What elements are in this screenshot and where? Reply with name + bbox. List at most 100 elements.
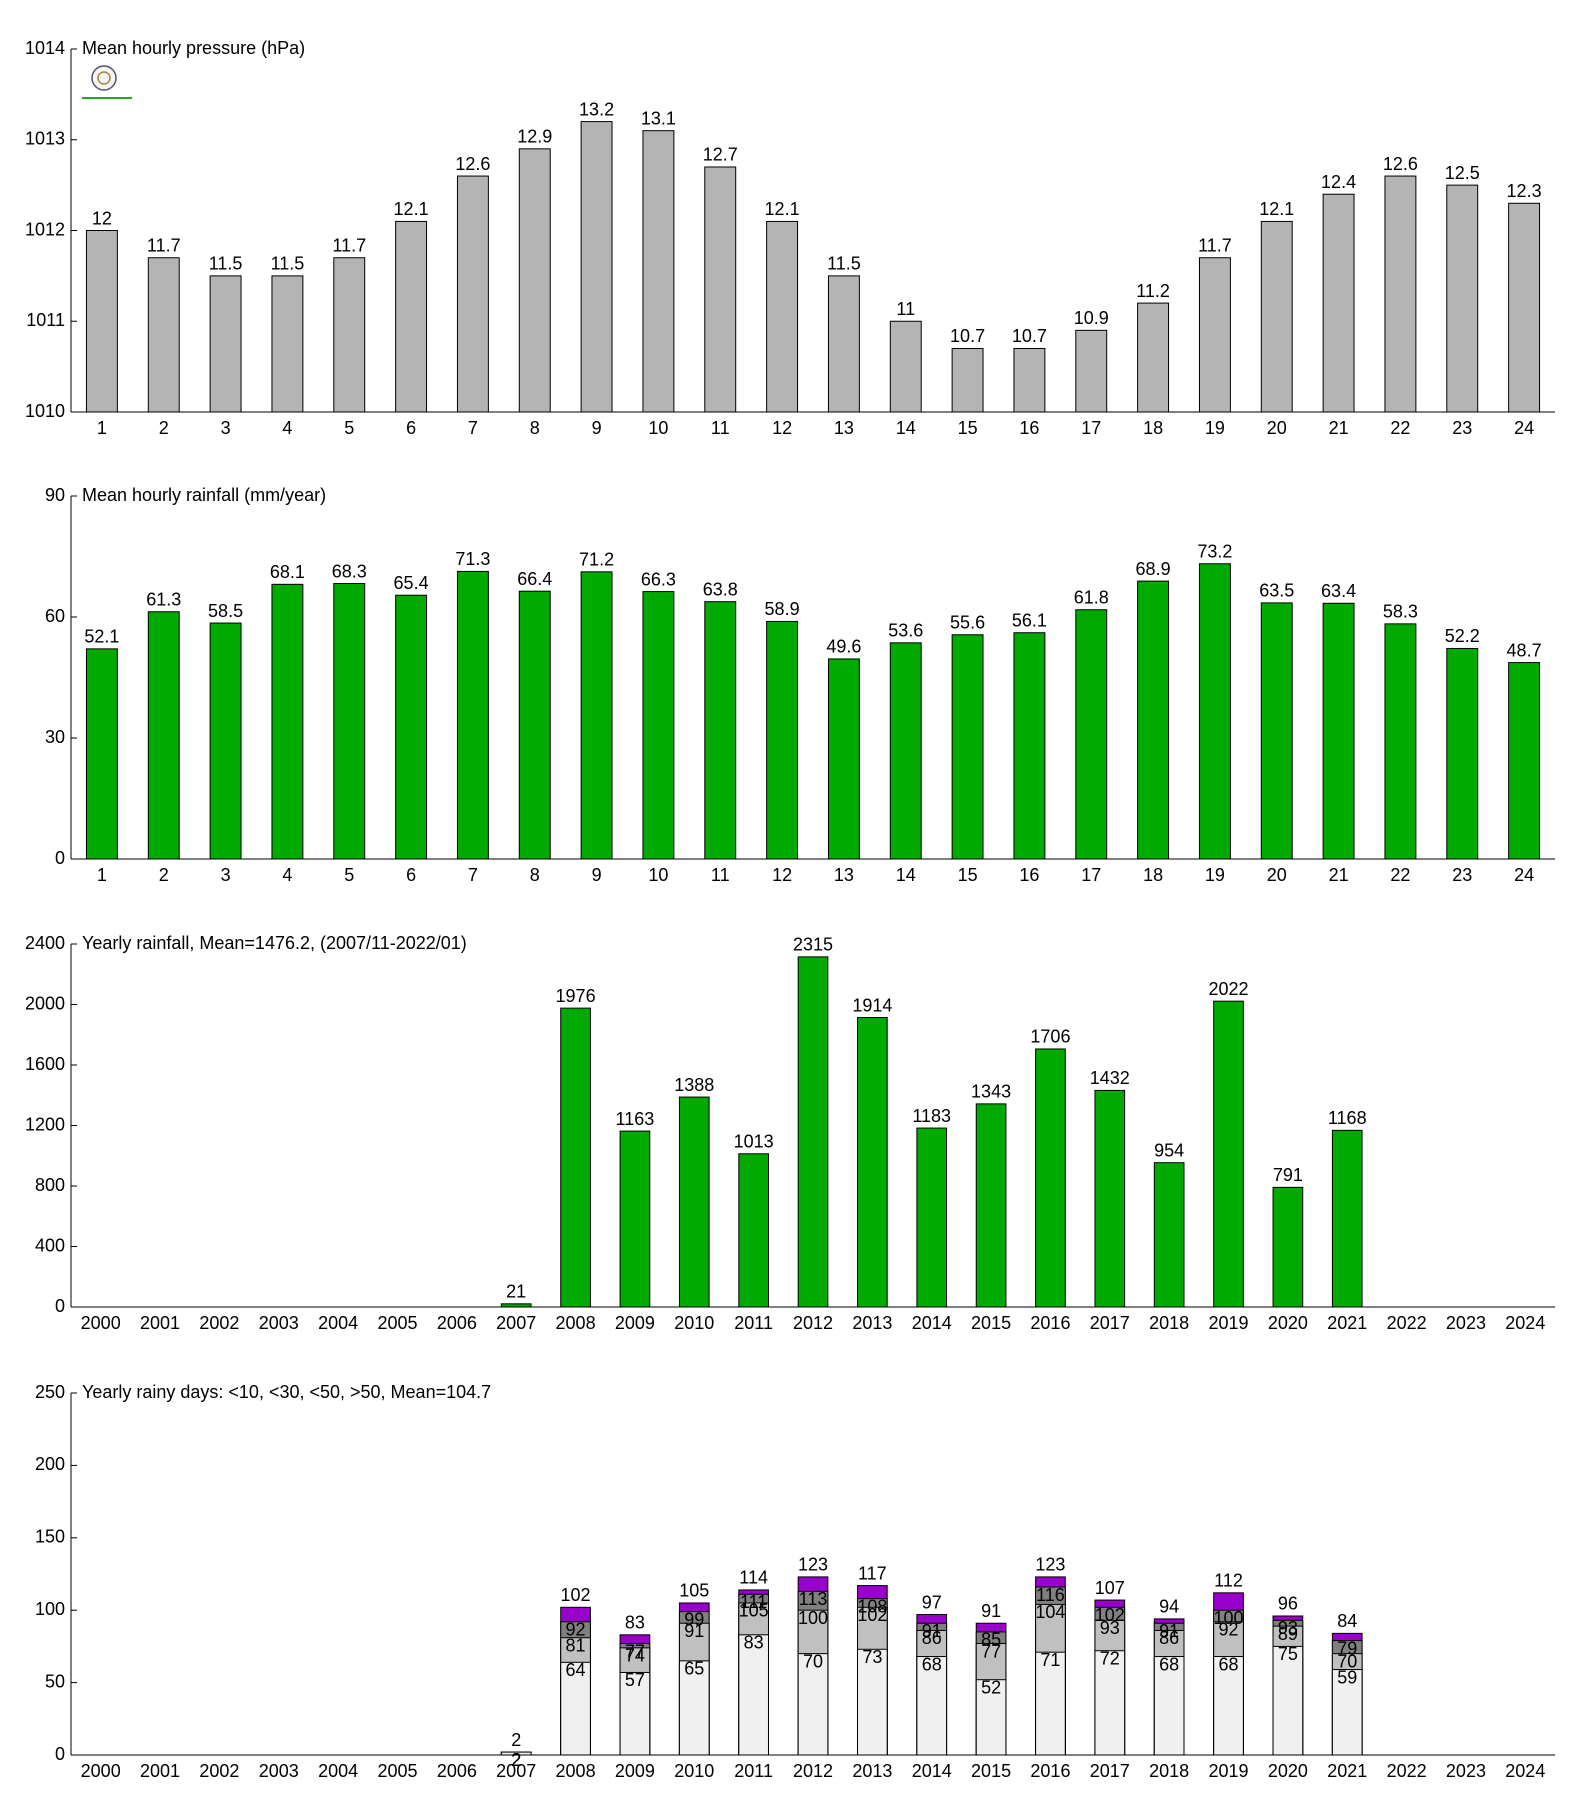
x-tick-label: 12 — [772, 418, 792, 438]
value-label: 1168 — [1328, 1108, 1367, 1128]
bar — [333, 257, 366, 413]
chart-title: Yearly rainfall, Mean=1476.2, (2007/11-2… — [82, 933, 467, 953]
segment-label: 93 — [1100, 1618, 1120, 1638]
logo-ring — [97, 71, 111, 85]
bar — [642, 130, 675, 413]
value-label: 12.5 — [1445, 163, 1480, 183]
x-tick-label: 2011 — [734, 1761, 773, 1781]
bar — [827, 275, 860, 413]
x-tick-label: 10 — [648, 865, 668, 885]
bar — [797, 1653, 829, 1756]
segment-label: 70 — [803, 1651, 823, 1671]
segment-label: 93 — [1278, 1618, 1298, 1638]
segment-label: 74 — [625, 1646, 645, 1666]
y-tick-label: 0 — [55, 1296, 65, 1316]
x-tick-label: 2013 — [852, 1761, 892, 1781]
x-tick-label: 2 — [159, 418, 169, 438]
value-label: 102 — [561, 1585, 591, 1605]
x-tick-label: 17 — [1081, 865, 1101, 885]
x-tick-label: 5 — [344, 865, 354, 885]
value-label: 11.5 — [271, 254, 305, 274]
x-tick-label: 8 — [530, 418, 540, 438]
bar — [975, 1679, 1007, 1756]
x-tick-label: 2011 — [734, 1313, 773, 1333]
y-tick-label: 400 — [35, 1235, 65, 1255]
value-label: 105 — [679, 1581, 709, 1601]
x-tick-label: 2019 — [1208, 1761, 1248, 1781]
bar — [889, 642, 922, 860]
x-tick-label: 2014 — [912, 1313, 952, 1333]
bar — [147, 257, 180, 413]
x-tick-label: 5 — [344, 418, 354, 438]
x-tick-label: 2009 — [615, 1313, 655, 1333]
segment-label: 64 — [566, 1660, 586, 1680]
x-tick-label: 2003 — [259, 1313, 299, 1333]
value-label: 2315 — [793, 935, 833, 955]
y-tick-label: 800 — [35, 1175, 65, 1195]
value-label: 1914 — [852, 995, 892, 1015]
value-label: 52.2 — [1445, 626, 1480, 646]
y-tick-label: 1010 — [25, 401, 65, 421]
x-tick-label: 16 — [1019, 418, 1039, 438]
x-tick-label: 20 — [1267, 418, 1287, 438]
bar — [1272, 1645, 1304, 1756]
value-label: 2022 — [1208, 979, 1248, 999]
x-tick-label: 17 — [1081, 418, 1101, 438]
value-label: 11.7 — [1198, 235, 1232, 255]
y-tick-label: 30 — [45, 727, 65, 747]
value-label: 1183 — [912, 1106, 951, 1126]
x-tick-label: 15 — [958, 418, 978, 438]
chart-title: Yearly rainy days: <10, <30, <50, >50, M… — [82, 1382, 491, 1402]
bar — [560, 1661, 591, 1756]
x-tick-label: 2023 — [1446, 1313, 1486, 1333]
y-tick-label: 200 — [35, 1454, 65, 1474]
segment-label: 91 — [684, 1621, 704, 1641]
segment-label: 105 — [739, 1601, 769, 1621]
x-tick-label: 2024 — [1505, 1313, 1545, 1333]
bar — [916, 1127, 948, 1308]
y-tick-label: 60 — [45, 606, 65, 626]
segment-label: 77 — [625, 1641, 645, 1661]
bar — [1213, 1000, 1244, 1308]
value-label: 63.8 — [703, 579, 738, 599]
bar — [916, 1656, 948, 1756]
x-tick-label: 2009 — [615, 1761, 655, 1781]
segment-label: 102 — [857, 1605, 887, 1625]
segment-label: 89 — [1278, 1624, 1298, 1644]
value-label: 52.1 — [84, 627, 119, 647]
value-label: 12.9 — [517, 127, 552, 147]
value-label: 114 — [739, 1568, 768, 1588]
x-tick-label: 2020 — [1268, 1761, 1308, 1781]
value-label: 13.1 — [641, 108, 676, 128]
value-label: 10.7 — [950, 326, 985, 346]
segment-label: 111 — [740, 1592, 767, 1612]
segment-label: 57 — [625, 1670, 645, 1690]
segment-label: 108 — [857, 1596, 887, 1616]
value-label: 11.7 — [332, 235, 366, 255]
value-label: 66.4 — [517, 569, 552, 589]
value-label: 91 — [981, 1601, 1001, 1621]
value-label: 21 — [506, 1282, 526, 1302]
bar — [395, 594, 428, 860]
value-label: 73.2 — [1197, 542, 1232, 562]
segment-label: 77 — [981, 1641, 1001, 1661]
value-label: 11.7 — [147, 235, 181, 255]
bar — [1094, 1089, 1126, 1308]
value-label: 84 — [1337, 1611, 1357, 1631]
x-tick-label: 24 — [1514, 865, 1534, 885]
x-tick-label: 2021 — [1327, 1761, 1367, 1781]
x-tick-label: 2003 — [259, 1761, 299, 1781]
segment-label: 52 — [981, 1677, 1001, 1697]
value-label: 12.1 — [394, 199, 429, 219]
x-tick-label: 10 — [648, 418, 668, 438]
bar — [1075, 329, 1108, 413]
x-tick-label: 2 — [159, 865, 169, 885]
value-label: 63.4 — [1321, 581, 1356, 601]
value-label: 97 — [922, 1592, 942, 1612]
value-label: 1013 — [734, 1132, 774, 1152]
value-label: 53.6 — [888, 621, 923, 641]
logo-badge — [91, 65, 117, 91]
x-tick-label: 23 — [1452, 418, 1472, 438]
x-tick-label: 2002 — [199, 1761, 239, 1781]
value-label: 117 — [858, 1563, 887, 1583]
